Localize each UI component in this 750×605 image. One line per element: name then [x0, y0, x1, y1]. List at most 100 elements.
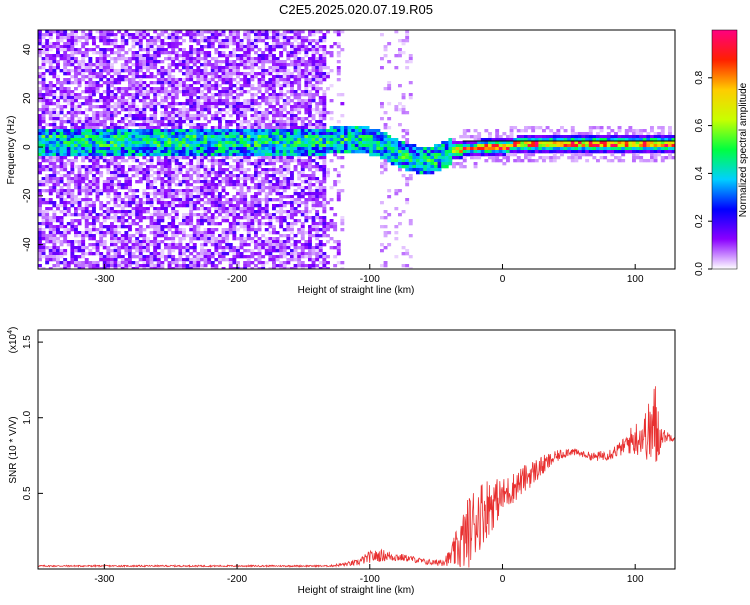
spectrogram-cell [293, 168, 298, 172]
spectrogram-cell [113, 138, 118, 142]
spectrogram-cell [88, 126, 93, 130]
spectrogram-cell [261, 150, 266, 154]
spectrogram-cell [110, 180, 114, 184]
spectrogram-cell [88, 171, 93, 175]
spectrogram-cell [236, 159, 240, 163]
spectrogram-cell [102, 165, 107, 169]
spectrogram-cell [70, 252, 75, 256]
spectrogram-cell [210, 240, 215, 244]
spectrogram-cell [196, 219, 201, 223]
spectrogram-cell [236, 249, 240, 253]
spectrogram-cell [200, 93, 204, 97]
spectrogram-cell [304, 159, 309, 163]
spectrogram-cell [77, 201, 82, 205]
spectrogram-cell [192, 243, 197, 247]
spectrogram-cell [311, 138, 316, 142]
spectrogram-cell [160, 90, 165, 94]
spectrogram-cell [322, 210, 327, 214]
spectrogram-cell [102, 240, 107, 244]
spectrogram-cell [146, 258, 150, 262]
spectrogram-cell [228, 243, 233, 247]
spectrogram-cell [160, 129, 165, 133]
spectrogram-cell [38, 126, 42, 130]
spectrogram-cell [106, 216, 111, 220]
spectrogram-cell [225, 120, 230, 124]
spectrogram-cell [315, 189, 320, 193]
spectrogram-cell [70, 168, 75, 172]
spectrogram-cell [286, 120, 291, 124]
spectrogram-cell [167, 117, 172, 121]
spectrogram-cell [171, 39, 176, 43]
spectrogram-cell [203, 249, 208, 253]
spectrogram-cell [268, 267, 273, 269]
spectrogram-cell [81, 207, 86, 211]
spectrogram-cell [232, 231, 237, 235]
spectrogram-cell [174, 258, 179, 262]
spectrogram-cell [59, 138, 64, 142]
spectrogram-cell [92, 165, 96, 169]
spectrogram-cell [311, 84, 316, 88]
spectrogram-cell [261, 171, 266, 175]
spectrogram-cell [304, 141, 309, 145]
spectrogram-cell [56, 87, 60, 91]
spectrogram-cell [322, 153, 327, 157]
spectrogram-cell [160, 153, 165, 157]
spectrogram-cell [92, 153, 96, 157]
spectrogram-cell [196, 69, 201, 73]
spectrogram-cell [290, 180, 294, 184]
spectrogram-cell [315, 48, 320, 52]
spectrogram-cell [254, 174, 258, 178]
spectrogram-cell [135, 165, 140, 169]
spectrogram-cell [74, 219, 78, 223]
spectrogram-cell [38, 135, 42, 139]
spectrogram-cell [56, 195, 60, 199]
spectrogram-cell [142, 72, 147, 76]
spectrogram-cell [120, 261, 125, 265]
spectrogram-cell [318, 165, 323, 169]
spectrogram-cell [207, 105, 212, 109]
spectrogram-cell [257, 258, 262, 262]
spectrogram-cell [315, 162, 320, 166]
spectrogram-cell [41, 99, 46, 103]
spectrogram-cell [120, 132, 125, 136]
spectrogram-cell [300, 261, 305, 265]
spectrogram-cell [268, 252, 273, 256]
spectrogram-cell [59, 36, 64, 40]
spectrogram-cell [210, 168, 215, 172]
spectrogram-cell [56, 81, 60, 85]
spectrogram-cell [304, 246, 309, 250]
spectrogram-cell [318, 192, 323, 196]
spectrogram-cell [66, 99, 71, 103]
spectrogram-cell [41, 108, 46, 112]
spectrogram-cell [88, 216, 93, 220]
spectrogram-cell [153, 147, 158, 151]
spectrogram-cell [300, 168, 305, 172]
spectrogram-cell [164, 147, 168, 151]
spectrogram-cell [164, 114, 168, 118]
spectrogram-cell [59, 219, 64, 223]
spectrogram-cell [99, 141, 104, 145]
spectrogram-cell [214, 150, 219, 154]
spectrogram-cell [174, 90, 179, 94]
spectrogram-cell [95, 141, 100, 145]
spectrogram-cell [200, 102, 204, 106]
spectrogram-cell [160, 111, 165, 115]
spectrogram-cell [218, 54, 222, 58]
spectrogram-cell [322, 174, 327, 178]
spectrogram-cell [196, 102, 201, 106]
spectrogram-cell [218, 84, 222, 88]
spectrogram-cell [239, 120, 244, 124]
spectrogram-cell [66, 264, 71, 268]
spectrogram-cell [138, 168, 143, 172]
spectrogram-cell [74, 156, 78, 160]
spectrogram-cell [318, 132, 323, 136]
spectrogram-cell [257, 111, 262, 115]
spectrogram-cell [88, 96, 93, 100]
spectrogram-cell [135, 135, 140, 139]
spectrogram-cell [264, 129, 269, 133]
spectrogram-cell [192, 51, 197, 55]
spectrogram-cell [63, 144, 68, 148]
spectrogram-cell [84, 261, 89, 265]
spectrogram-cell [218, 147, 222, 151]
spectrogram-cell [156, 60, 161, 64]
